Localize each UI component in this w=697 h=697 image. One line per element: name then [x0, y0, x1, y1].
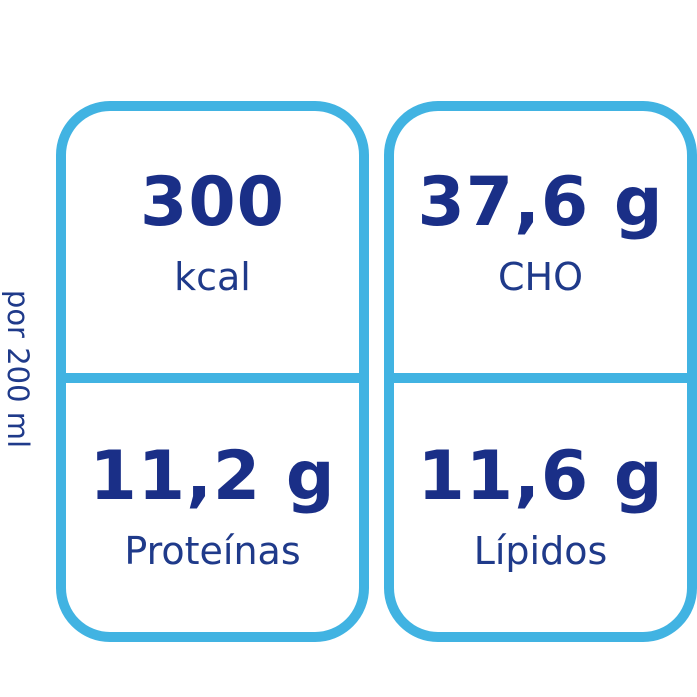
nutrition-panel-left: 300 kcal 11,2 g Proteínas: [56, 101, 369, 642]
nutrient-label: CHO: [497, 255, 584, 299]
nutrient-label: Proteínas: [124, 529, 301, 573]
nutrient-value: 300: [140, 163, 285, 242]
nutrition-panel-right: 37,6 g CHO 11,6 g Lípidos: [384, 101, 697, 642]
panel-divider: [56, 373, 369, 383]
nutrient-label: Lípidos: [473, 529, 608, 573]
nutrient-energy: 300 kcal: [66, 163, 359, 301]
nutrient-value: 11,2 g: [89, 437, 336, 516]
nutrient-value: 37,6 g: [417, 163, 664, 242]
nutrient-lipids: 11,6 g Lípidos: [394, 437, 687, 575]
nutrient-value: 11,6 g: [417, 437, 664, 516]
serving-size-label: por 200 ml: [1, 289, 35, 449]
nutrient-label: kcal: [174, 255, 251, 299]
nutrient-protein: 11,2 g Proteínas: [66, 437, 359, 575]
panel-divider: [384, 373, 697, 383]
nutrient-carbohydrate: 37,6 g CHO: [394, 163, 687, 301]
